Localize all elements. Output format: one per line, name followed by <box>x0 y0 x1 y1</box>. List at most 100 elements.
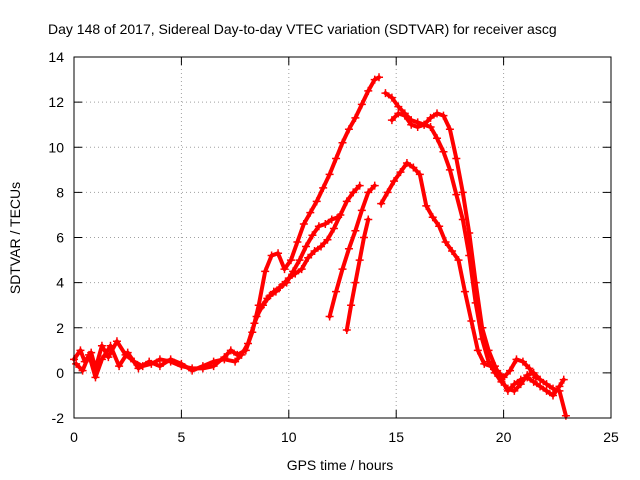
data-point <box>349 188 358 197</box>
data-point <box>155 355 164 364</box>
data-point <box>402 159 411 168</box>
data-point <box>370 75 379 84</box>
plot-frame <box>73 56 612 419</box>
y-tick-label: 6 <box>56 230 64 246</box>
data-point <box>274 249 283 258</box>
data-point <box>209 357 218 366</box>
data-point <box>415 170 424 179</box>
data-point <box>448 247 457 256</box>
data-point <box>332 287 341 296</box>
data-point <box>433 109 442 118</box>
data-point <box>383 188 392 197</box>
data-point <box>299 219 308 228</box>
data-point <box>428 213 437 222</box>
data-point <box>231 357 240 366</box>
data-point <box>342 197 351 206</box>
y-tick-label: 14 <box>48 49 64 65</box>
data-point <box>351 226 360 235</box>
data-point <box>484 346 493 355</box>
data-point <box>347 301 356 310</box>
data-point <box>536 382 545 391</box>
chart-title: Day 148 of 2017, Sidereal Day-to-day VTE… <box>48 21 557 37</box>
data-point <box>278 280 287 289</box>
y-tick-label: 0 <box>56 365 64 381</box>
data-point <box>370 181 379 190</box>
data-point <box>76 346 85 355</box>
series-trail <box>327 183 377 319</box>
series-arc-4 <box>325 181 379 321</box>
y-tick-label: -2 <box>52 410 65 426</box>
data-point <box>243 339 252 348</box>
data-point <box>286 256 295 265</box>
data-point <box>390 177 399 186</box>
data-point <box>413 122 422 131</box>
data-point <box>409 163 418 172</box>
data-point <box>134 364 143 373</box>
data-point <box>458 188 467 197</box>
x-tick-label: 15 <box>388 429 404 445</box>
data-point <box>441 238 450 247</box>
data-point <box>323 235 332 244</box>
data-point <box>301 242 310 251</box>
data-point <box>342 326 351 335</box>
x-tick-label: 20 <box>496 429 512 445</box>
data-point <box>426 122 435 131</box>
data-point <box>336 210 345 219</box>
data-point <box>355 181 364 190</box>
data-point <box>525 364 534 373</box>
series-arc-8 <box>387 109 568 400</box>
data-point <box>321 219 330 228</box>
data-point <box>293 238 302 247</box>
data-point <box>357 100 366 109</box>
data-point <box>226 346 235 355</box>
data-point <box>304 253 313 262</box>
data-point <box>325 170 334 179</box>
series-trail <box>72 75 382 371</box>
data-point <box>310 247 319 256</box>
y-tick-label: 12 <box>48 94 64 110</box>
data-point <box>166 355 175 364</box>
data-point <box>308 231 317 240</box>
data-point <box>338 138 347 147</box>
data-point <box>78 366 87 375</box>
data-point <box>252 312 261 321</box>
y-tick-label: 10 <box>48 139 64 155</box>
data-point <box>332 154 341 163</box>
data-point <box>250 319 259 328</box>
data-point <box>377 199 386 208</box>
data-point <box>536 375 545 384</box>
data-point <box>375 73 384 82</box>
data-point <box>510 380 519 389</box>
data-point <box>387 93 396 102</box>
data-point <box>329 224 338 233</box>
series-arc-7 <box>381 89 570 420</box>
data-point <box>433 134 442 143</box>
data-point <box>123 348 132 357</box>
x-tick-label: 25 <box>603 429 619 445</box>
series-arc-3 <box>252 181 364 321</box>
data-point <box>512 355 521 364</box>
data-point <box>422 201 431 210</box>
data-point <box>396 168 405 177</box>
data-point <box>359 233 368 242</box>
data-point <box>480 359 489 368</box>
data-point <box>473 346 482 355</box>
data-point <box>506 366 515 375</box>
data-point <box>561 411 570 420</box>
y-tick-label: 4 <box>56 275 64 291</box>
data-point <box>220 355 229 364</box>
data-point <box>555 382 564 391</box>
data-point <box>97 341 106 350</box>
data-point <box>237 350 246 359</box>
data-point <box>394 109 403 118</box>
data-point <box>452 190 461 199</box>
series-arc-5 <box>342 215 373 335</box>
data-point <box>439 147 448 156</box>
data-point <box>452 154 461 163</box>
data-point <box>306 208 315 217</box>
data-point <box>112 337 121 346</box>
data-point <box>435 222 444 231</box>
data-point <box>407 120 416 129</box>
